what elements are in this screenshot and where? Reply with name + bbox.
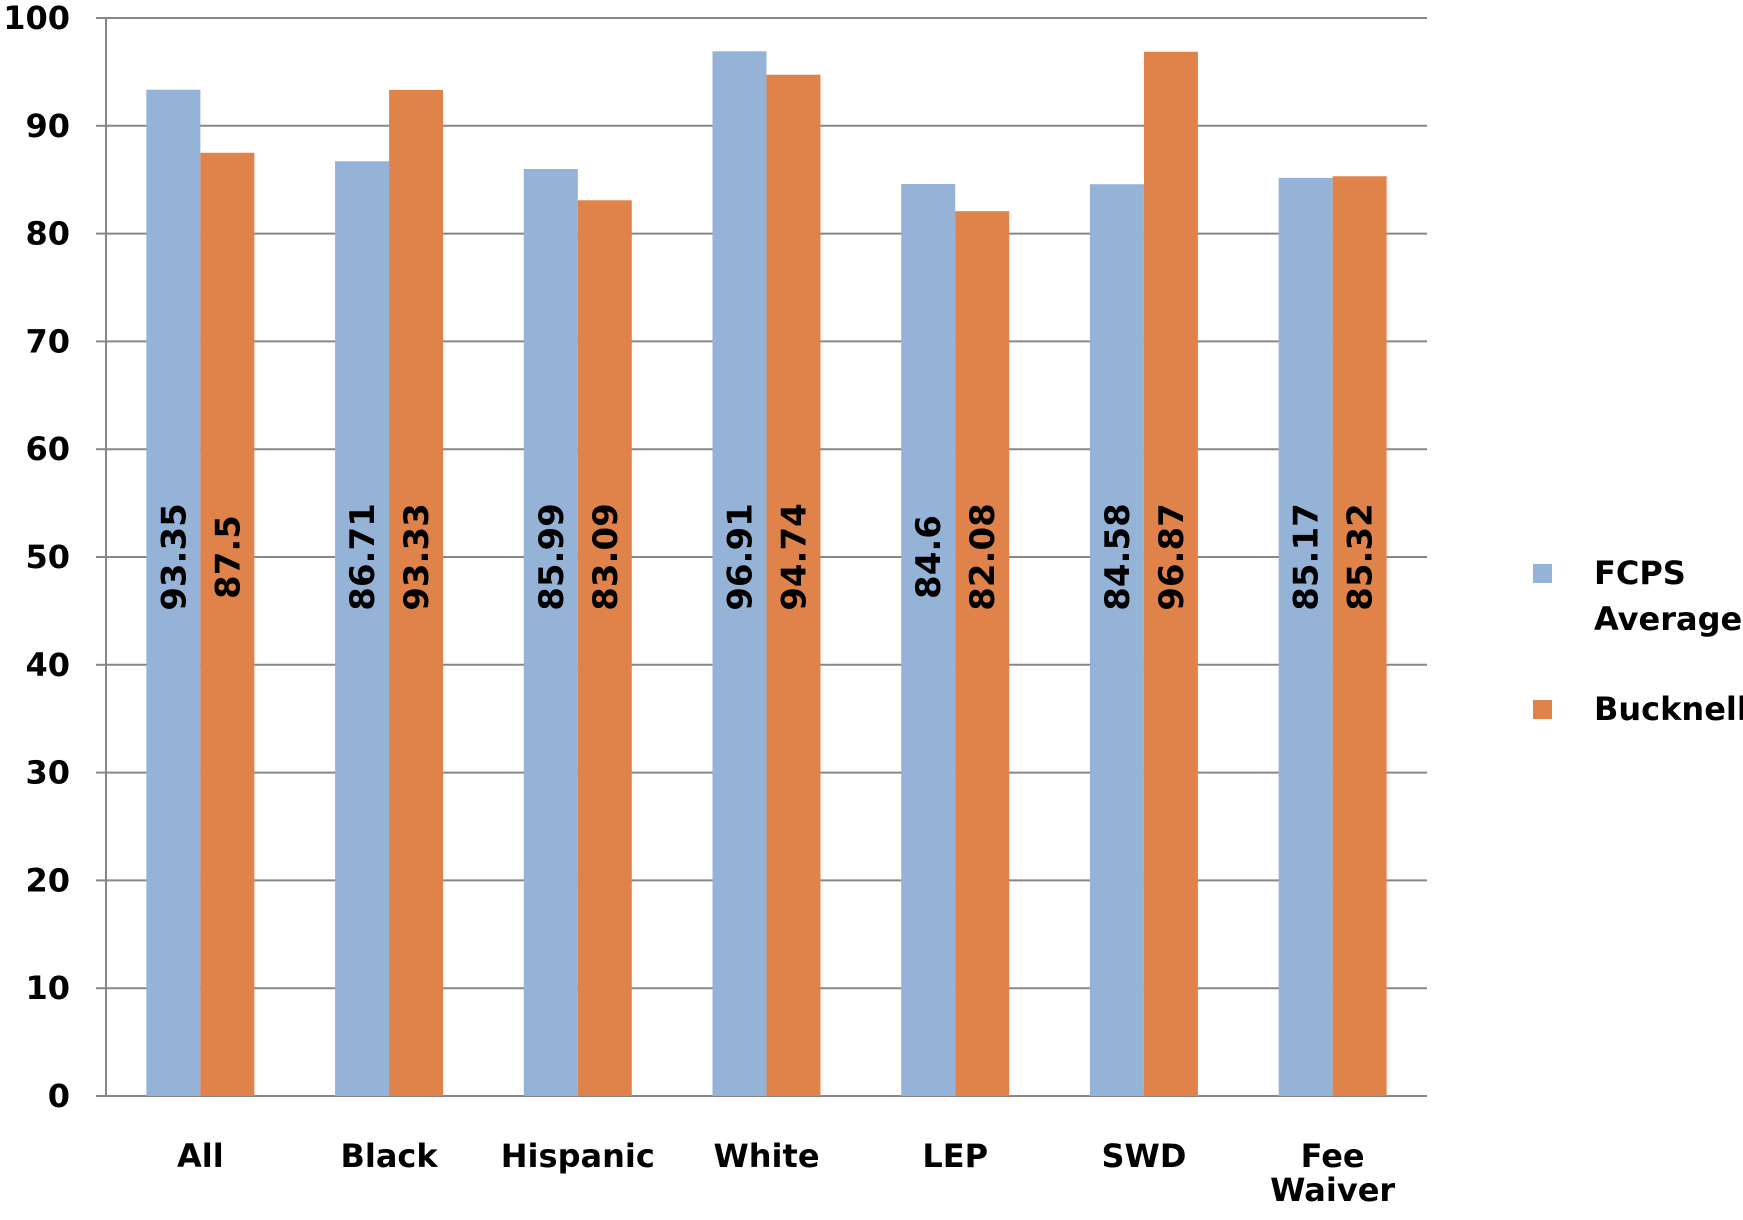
bar bbox=[523, 169, 578, 1096]
bars bbox=[146, 51, 1387, 1097]
bar bbox=[577, 200, 632, 1096]
legend-label: Bucknell bbox=[1594, 690, 1743, 728]
bar bbox=[389, 89, 444, 1097]
bar bbox=[1143, 51, 1198, 1096]
bar bbox=[335, 161, 390, 1096]
bar bbox=[1332, 176, 1387, 1097]
data-label: 84.58 bbox=[1098, 503, 1138, 611]
legend-swatch bbox=[1533, 564, 1552, 583]
bar bbox=[955, 211, 1010, 1096]
legend: FCPS Average Bucknell bbox=[1533, 554, 1743, 728]
y-tick-label: 100 bbox=[3, 0, 70, 37]
bar bbox=[766, 74, 821, 1096]
data-label: 96.91 bbox=[721, 503, 761, 611]
bar bbox=[146, 89, 201, 1096]
category-label: Hispanic bbox=[501, 1137, 655, 1175]
category-label: Black bbox=[340, 1137, 438, 1175]
category-label: SWD bbox=[1101, 1137, 1186, 1175]
y-tick-label: 60 bbox=[25, 430, 70, 468]
y-tick-label: 10 bbox=[25, 969, 70, 1007]
data-label: 96.87 bbox=[1152, 503, 1192, 611]
category-label: Fee Waiver bbox=[1270, 1137, 1395, 1209]
data-label: 82.08 bbox=[963, 503, 1003, 611]
legend-label: FCPS Average bbox=[1594, 554, 1742, 638]
y-axis-tick-labels: 0 10 20 30 40 50 60 70 80 90 100 bbox=[3, 0, 70, 1115]
data-label: 86.71 bbox=[343, 503, 383, 611]
data-label: 93.35 bbox=[154, 503, 194, 611]
y-tick-label: 40 bbox=[25, 646, 70, 684]
data-label: 87.5 bbox=[208, 515, 248, 599]
y-tick-label: 20 bbox=[25, 861, 70, 899]
bar bbox=[1278, 177, 1333, 1096]
bar bbox=[901, 184, 956, 1097]
data-label: 83.09 bbox=[586, 503, 626, 611]
data-label: 93.33 bbox=[397, 503, 437, 611]
data-label: 84.6 bbox=[909, 515, 949, 599]
category-label: White bbox=[713, 1137, 819, 1175]
y-tick-label: 50 bbox=[25, 538, 70, 576]
y-tick-label: 70 bbox=[25, 322, 70, 360]
legend-swatch bbox=[1533, 700, 1552, 719]
data-label: 85.32 bbox=[1341, 503, 1381, 611]
data-label: 85.17 bbox=[1287, 503, 1327, 611]
category-label: LEP bbox=[922, 1137, 988, 1175]
data-labels: 93.35 87.5 86.71 93.33 85.99 83.09 96.91 94.74 8… bbox=[154, 503, 1380, 611]
y-tick-label: 90 bbox=[25, 107, 70, 145]
data-label: 94.74 bbox=[775, 503, 815, 611]
bar bbox=[712, 51, 767, 1097]
y-tick-label: 30 bbox=[25, 754, 70, 792]
y-tick-label: 0 bbox=[48, 1077, 70, 1115]
x-axis-category-labels: All Black Hispanic White LEP SWD Fee Waiver bbox=[177, 1137, 1395, 1209]
bar bbox=[1089, 184, 1144, 1096]
y-tick-label: 80 bbox=[25, 215, 70, 253]
data-label: 85.99 bbox=[532, 503, 572, 611]
bar bbox=[200, 152, 255, 1096]
category-label: All bbox=[177, 1137, 224, 1175]
